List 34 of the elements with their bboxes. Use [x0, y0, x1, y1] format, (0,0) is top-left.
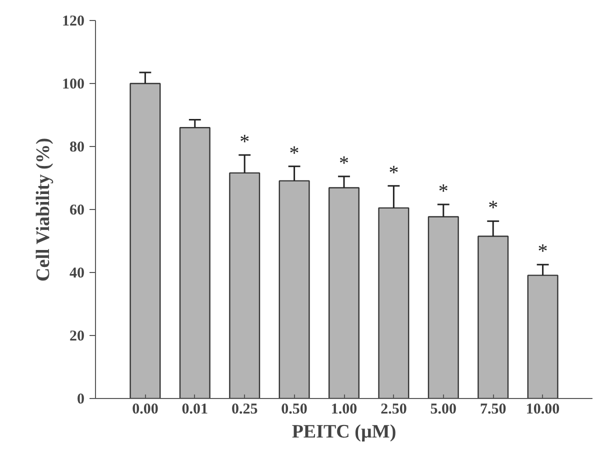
- x-tick-label: 2.50: [380, 402, 407, 418]
- bar: [478, 236, 509, 398]
- annotation: *: [289, 142, 300, 164]
- x-axis-title: PEITC (µM): [292, 422, 396, 442]
- bar: [229, 172, 260, 398]
- x-tick-label: 5.00: [430, 402, 457, 418]
- annotation: *: [438, 180, 448, 202]
- x-tick-label: 0.50: [281, 402, 308, 418]
- annotation: *: [339, 152, 349, 174]
- x-tick-label: 1.00: [330, 402, 358, 418]
- bar: [378, 207, 410, 398]
- x-tick-label: 0.25: [231, 402, 258, 418]
- y-tick-label: 40: [70, 266, 84, 282]
- y-tick-label: 100: [62, 76, 84, 92]
- bar: [130, 82, 161, 398]
- annotation: *: [240, 131, 250, 154]
- bar: [179, 127, 210, 398]
- y-axis-title: Cell Viability (%): [33, 138, 54, 282]
- x-tick-label: 10.00: [526, 402, 560, 418]
- bar: [428, 216, 459, 398]
- x-tick-label: 0.01: [182, 402, 208, 418]
- y-tick-label: 20: [70, 328, 84, 344]
- y-tick-label: 0: [77, 392, 84, 408]
- x-tick-label: 0.00: [132, 402, 158, 418]
- x-tick-label: 7.50: [480, 402, 506, 418]
- bar: [527, 274, 558, 398]
- y-tick-label: 120: [62, 14, 84, 30]
- y-tick-label: 60: [70, 202, 84, 218]
- annotation: *: [388, 162, 399, 184]
- y-tick-label: 80: [70, 140, 84, 156]
- bar: [328, 187, 360, 398]
- annotation: *: [538, 240, 548, 263]
- annotation: *: [488, 197, 498, 220]
- bar: [278, 180, 310, 398]
